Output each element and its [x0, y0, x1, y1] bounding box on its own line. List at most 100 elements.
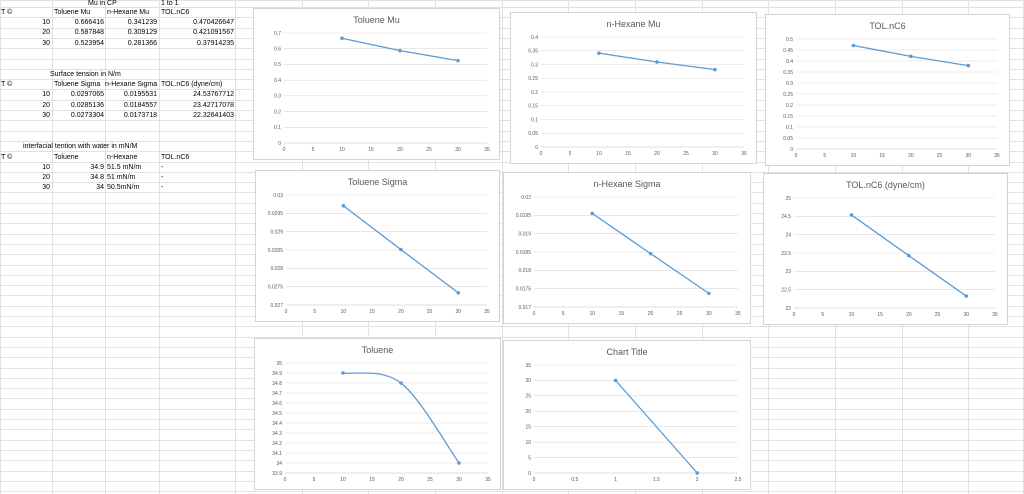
y-tick-label: 0.05 — [528, 131, 538, 137]
ift-header[interactable]: interfacial tention with water in mN/M — [23, 143, 138, 150]
x-tick-label: 35 — [994, 153, 1000, 159]
data-point — [909, 54, 913, 59]
col-header-toluene-sigma[interactable]: Toluene Sigma — [54, 81, 101, 88]
st-cell[interactable]: 23.42717078 — [193, 102, 234, 109]
st-header[interactable]: Surface tension in N/m — [50, 71, 121, 78]
y-tick-label: 0.1 — [786, 125, 793, 131]
x-tick-label: 0.5 — [571, 477, 578, 483]
y-tick-label: 24 — [785, 232, 791, 238]
mu-header[interactable]: Mu in CP — [88, 0, 117, 7]
x-tick-label: 0 — [793, 312, 796, 318]
st-cell[interactable]: 24.53767712 — [193, 91, 234, 98]
x-tick-label: 0 — [533, 311, 536, 317]
ift-cell[interactable]: 10 — [42, 164, 50, 171]
chart-mix-mu[interactable]: TOL.nC6 0 0.05 0.1 0.15 0.2 0.25 0.3 0.35 0.4 0.45… — [765, 14, 1010, 166]
ift-cell[interactable]: - — [161, 174, 164, 181]
y-tick-label: 20 — [525, 409, 531, 415]
chart-toluene-sigma[interactable]: Toluene Sigma 0.027 0.0275 0.028 0.0285 0.029… — [255, 170, 500, 322]
ift-cell[interactable]: 20 — [42, 174, 50, 181]
st-cell[interactable]: 10 — [42, 91, 50, 98]
x-tick-label: 10 — [340, 477, 346, 483]
col-header-temp[interactable]: T © — [1, 154, 13, 161]
col-header-hexane-ift[interactable]: n-Hexane — [107, 154, 138, 161]
mu-cell[interactable]: 20 — [42, 29, 50, 36]
st-cell[interactable]: 20 — [42, 102, 50, 109]
chart-svg: TOL.nC6 0 0.05 0.1 0.15 0.2 0.25 0.3 0.35 0.4 0.45… — [783, 21, 1000, 159]
mu-cell[interactable]: 0.281366 — [127, 40, 157, 47]
ift-cell[interactable]: 51.5 mN/m — [107, 164, 142, 171]
mu-cell[interactable]: 0.666416 — [74, 19, 104, 26]
y-tick-label: 22.5 — [781, 287, 791, 293]
mu-cell[interactable]: 30 — [42, 40, 50, 47]
mu-cell[interactable]: 0.470426647 — [193, 19, 234, 26]
x-tick-label: 30 — [706, 311, 712, 317]
st-cell[interactable]: 0.0273304 — [70, 112, 104, 119]
col-header-toluene-ift[interactable]: Toluene — [54, 154, 79, 161]
series-line — [615, 379, 698, 474]
y-tick-label: 35 — [525, 363, 531, 369]
col-header-hexane-sigma[interactable]: n-Hexane Sigma — [105, 81, 158, 88]
col-header-mix-sigma[interactable]: TOL.nC6 (dyne/cm) — [161, 81, 223, 88]
col-header-mix-mu[interactable]: TOL.nC6 — [161, 9, 190, 16]
ift-cell[interactable]: 34 — [96, 184, 104, 191]
x-tick-label: 15 — [369, 309, 375, 315]
st-cell[interactable]: 0.0297065 — [70, 91, 104, 98]
mu-cell[interactable]: 0.587848 — [74, 29, 104, 36]
st-cell[interactable]: 30 — [42, 112, 50, 119]
data-point — [964, 294, 969, 298]
y-tick-label: 0.4 — [274, 78, 281, 84]
st-cell[interactable]: 0.0184557 — [123, 102, 157, 109]
x-tick-label: 10 — [339, 147, 345, 153]
x-tick-label: 20 — [906, 312, 912, 318]
col-header-temp[interactable]: T © — [1, 81, 13, 88]
col-header-toluene-mu[interactable]: Toluene Mu — [54, 9, 91, 16]
ift-cell[interactable]: 50.5mN/m — [107, 184, 140, 191]
mu-cell[interactable]: 0.341239 — [127, 19, 157, 26]
x-tick-label: 0 — [540, 151, 543, 157]
y-tick-label: 0 — [278, 141, 281, 147]
mu-cell[interactable]: 0.523954 — [74, 40, 104, 47]
y-tick-label: 0.15 — [783, 114, 793, 120]
col-header-hexane-mu[interactable]: n-Hexane Mu — [107, 9, 150, 16]
x-tick-label: 2 — [696, 477, 699, 483]
chart-svg: n-Hexane Mu 0 0.05 0.1 0.15 0.2 0.25 0.3 0.35 0.4… — [528, 19, 747, 157]
chart-toluene-ift[interactable]: Toluene 33.9 34 34.1 34.2 34.3 34.4 34.5 34.6 34.… — [254, 338, 501, 490]
col-header-temp[interactable]: T © — [1, 9, 13, 16]
chart-untitled[interactable]: Chart Title 0 5 10 15 20 25 30 35 0 0.5 1 1.5 2 2.5 — [503, 340, 751, 490]
col-header-mix-ift[interactable]: TOL.nC6 — [161, 154, 190, 161]
chart-hexane-sigma[interactable]: n-Hexane Sigma 0.017 0.0175 0.018 0.0185 0.01… — [503, 172, 751, 324]
ift-cell[interactable]: 34.9 — [90, 164, 104, 171]
x-tick-label: 1.5 — [653, 477, 660, 483]
mu-cell[interactable]: 0.37914235 — [197, 40, 234, 47]
chart-hexane-mu[interactable]: n-Hexane Mu 0 0.05 0.1 0.15 0.2 0.25 0.3 0.35 0.4… — [510, 12, 757, 164]
st-cell[interactable]: 0.0173718 — [123, 112, 157, 119]
mu-cell[interactable]: 0.309129 — [127, 29, 157, 36]
ift-cell[interactable]: 51 mN/m — [107, 174, 136, 181]
y-tick-label: 0.35 — [783, 70, 793, 76]
ift-cell[interactable]: - — [161, 164, 164, 171]
st-cell[interactable]: 0.0285136 — [70, 102, 104, 109]
ift-cell[interactable]: 30 — [42, 184, 50, 191]
x-tick-label: 5 — [823, 153, 826, 159]
chart-toluene-mu[interactable]: Toluene Mu 0 0.1 0.2 0.3 0.4 0.5 0.6 0.7 0 5 10 15 20… — [253, 8, 500, 160]
x-tick-label: 25 — [937, 153, 943, 159]
x-tick-label: 35 — [735, 311, 741, 317]
mu-cell[interactable]: 0.421091567 — [193, 29, 234, 36]
y-tick-label: 0.05 — [783, 136, 793, 142]
y-tick-label: 23.5 — [781, 251, 791, 257]
y-tick-label: 35 — [276, 361, 282, 367]
y-tick-label: 30 — [525, 378, 531, 384]
y-tick-label: 0.2 — [786, 103, 793, 109]
ift-cell[interactable]: - — [161, 184, 164, 191]
y-tick-label: 0.25 — [783, 92, 793, 98]
chart-mix-sigma[interactable]: TOL.nC6 (dyne/cm) 22 22.5 23 23.5 24 24.5 25 0 5 1… — [763, 173, 1008, 325]
st-cell[interactable]: 0.0195531 — [123, 91, 157, 98]
x-tick-label: 20 — [908, 153, 914, 159]
x-tick-label: 0 — [283, 147, 286, 153]
x-tick-label: 5 — [313, 477, 316, 483]
ift-cell[interactable]: 34.8 — [90, 174, 104, 181]
mu-cell[interactable]: 10 — [42, 19, 50, 26]
x-tick-label: 15 — [625, 151, 631, 157]
st-cell[interactable]: 22.32641403 — [193, 112, 234, 119]
mu-ratio-header[interactable]: 1 to 1 — [161, 0, 179, 7]
